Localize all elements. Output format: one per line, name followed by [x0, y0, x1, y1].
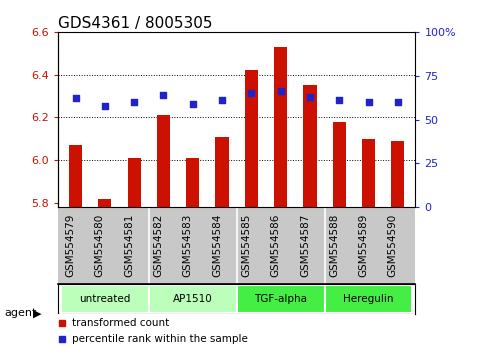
Point: [130, 99, 138, 105]
Text: agent: agent: [5, 308, 37, 318]
Text: GSM554590: GSM554590: [388, 213, 398, 276]
Point: [189, 101, 197, 107]
Text: GSM554585: GSM554585: [242, 213, 251, 277]
Bar: [69, 145, 82, 207]
Bar: [333, 122, 346, 207]
Text: TGF-alpha: TGF-alpha: [254, 294, 307, 304]
Bar: [157, 115, 170, 207]
Bar: [325, 285, 412, 313]
Bar: [237, 285, 325, 313]
Text: GSM554581: GSM554581: [124, 213, 134, 277]
Text: GDS4361 / 8005305: GDS4361 / 8005305: [58, 16, 213, 31]
Text: GSM554589: GSM554589: [358, 213, 369, 277]
Bar: [274, 47, 287, 207]
Text: GSM554583: GSM554583: [183, 213, 193, 277]
Bar: [245, 70, 258, 207]
Point: [394, 99, 402, 105]
Point: [218, 97, 226, 103]
Bar: [391, 141, 404, 207]
Bar: [98, 199, 112, 207]
Text: GSM554587: GSM554587: [300, 213, 310, 277]
Point: [306, 94, 314, 99]
Text: transformed count: transformed count: [72, 318, 170, 328]
Bar: [128, 158, 141, 207]
Text: AP1510: AP1510: [173, 294, 213, 304]
Bar: [215, 137, 228, 207]
Bar: [149, 285, 237, 313]
Bar: [362, 139, 375, 207]
Bar: [186, 158, 199, 207]
Text: untreated: untreated: [79, 294, 130, 304]
Text: Heregulin: Heregulin: [343, 294, 394, 304]
Point: [277, 88, 284, 94]
Point: [71, 96, 79, 101]
Point: [365, 99, 372, 105]
Point: [247, 90, 255, 96]
Point: [101, 103, 109, 108]
Text: GSM554588: GSM554588: [329, 213, 339, 277]
Text: GSM554579: GSM554579: [66, 213, 75, 277]
Text: GSM554580: GSM554580: [95, 213, 105, 276]
Point: [159, 92, 167, 98]
Text: GSM554582: GSM554582: [154, 213, 163, 277]
Text: percentile rank within the sample: percentile rank within the sample: [72, 334, 248, 344]
Text: ▶: ▶: [33, 308, 42, 318]
Bar: [303, 85, 316, 207]
Point: [335, 97, 343, 103]
Text: GSM554586: GSM554586: [270, 213, 281, 277]
Text: GSM554584: GSM554584: [212, 213, 222, 277]
Bar: [61, 285, 149, 313]
